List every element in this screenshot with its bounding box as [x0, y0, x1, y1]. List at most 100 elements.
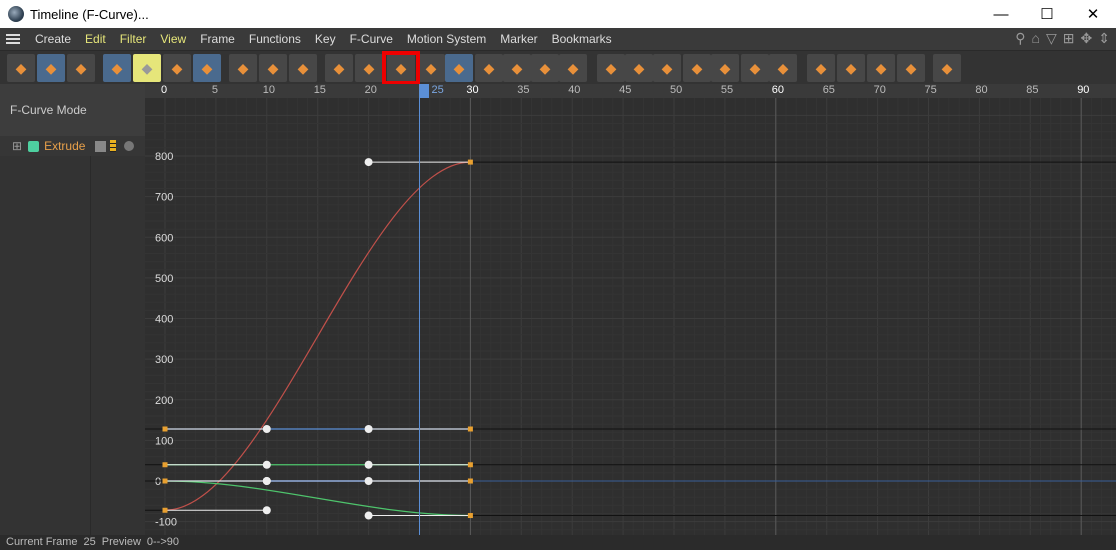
- lock-length-button[interactable]: ◆: [711, 54, 739, 82]
- atom-help-icon: ◆: [875, 59, 887, 76]
- menu-filter[interactable]: Filter: [119, 32, 147, 46]
- folder-key-link-button[interactable]: ◆: [193, 54, 221, 82]
- tangent-handle[interactable]: [262, 477, 271, 485]
- maximize-button[interactable]: ☐: [1040, 6, 1054, 23]
- ease-out-button[interactable]: ◆: [531, 54, 559, 82]
- ease-in-icon: ◆: [567, 59, 579, 76]
- add-icon[interactable]: ⊞: [1062, 30, 1075, 46]
- layer-bars-icon[interactable]: [110, 140, 116, 152]
- bracket-button[interactable]: ◆: [289, 54, 317, 82]
- filter-icon[interactable]: ▽: [1046, 30, 1057, 46]
- status-dot-icon[interactable]: [124, 141, 134, 151]
- bake-button[interactable]: ◆: [837, 54, 865, 82]
- value-tick-label: -100: [155, 517, 177, 529]
- fcurve-green[interactable]: [164, 480, 471, 517]
- search-icon[interactable]: ⚲: [1015, 30, 1026, 46]
- keyframe[interactable]: [162, 507, 168, 513]
- tangent-handle[interactable]: [262, 506, 271, 515]
- keyframe[interactable]: [467, 426, 473, 432]
- window-title: Timeline (F-Curve)...: [30, 6, 149, 22]
- auto-tangent-button[interactable]: ◆: [653, 54, 681, 82]
- key-mode-button[interactable]: ◆: [7, 54, 35, 82]
- menu-f-curve[interactable]: F-Curve: [349, 32, 393, 46]
- ease-interp-button[interactable]: ◆: [445, 54, 473, 82]
- ruler-tick-label: 45: [619, 84, 632, 96]
- keyframe[interactable]: [162, 478, 168, 484]
- lock-time-button[interactable]: ◆: [741, 54, 769, 82]
- playhead-marker[interactable]: [418, 84, 429, 98]
- spline-interp-button[interactable]: ◆: [387, 54, 415, 82]
- move-icon[interactable]: ✥: [1080, 30, 1093, 46]
- home-icon[interactable]: ⌂: [1031, 30, 1041, 46]
- motion-mode-button[interactable]: ◆: [67, 54, 95, 82]
- folder-key-button[interactable]: ◆: [163, 54, 191, 82]
- mode-label: F-Curve Mode: [0, 84, 145, 136]
- zero-length-button[interactable]: ◆: [625, 54, 653, 82]
- step-interp-button[interactable]: ◆: [417, 54, 445, 82]
- waveform-select-icon: ◆: [237, 59, 249, 76]
- ruler-tick-label: 5: [211, 84, 219, 96]
- select-keys-button[interactable]: ◆: [807, 54, 835, 82]
- solo-button[interactable]: ◆: [133, 54, 161, 82]
- lock-value-button[interactable]: ◆: [769, 54, 797, 82]
- auto-key-icon: ◆: [111, 59, 123, 76]
- current-frame-value: 25: [83, 536, 96, 548]
- ruler-tick-label: 85: [1026, 84, 1039, 96]
- ease-button[interactable]: ◆: [475, 54, 503, 82]
- expand-icon[interactable]: ⊞: [12, 139, 23, 153]
- keyframe[interactable]: [467, 159, 473, 165]
- menu-view[interactable]: View: [160, 32, 187, 46]
- keyframe[interactable]: [162, 462, 168, 468]
- keyframe[interactable]: [162, 426, 168, 432]
- layer-button[interactable]: ◆: [933, 54, 961, 82]
- menu-marker[interactable]: Marker: [500, 32, 538, 46]
- fcurve-red[interactable]: [164, 161, 471, 511]
- object-name[interactable]: Extrude: [44, 139, 86, 153]
- tangent-handle[interactable]: [364, 460, 373, 469]
- tangent-handle[interactable]: [364, 158, 373, 167]
- tangent-handle[interactable]: [364, 477, 373, 485]
- menu-key[interactable]: Key: [314, 32, 336, 46]
- waveform-button[interactable]: ◆: [259, 54, 287, 82]
- ruler-tick-label: 35: [517, 84, 530, 96]
- menu-frame[interactable]: Frame: [200, 32, 235, 46]
- close-button[interactable]: ✕: [1086, 6, 1100, 23]
- snapshot-icon: ◆: [905, 59, 917, 76]
- add-key-button[interactable]: ◆: [325, 54, 353, 82]
- fit-icon[interactable]: ⇕: [1098, 30, 1110, 46]
- select-keys-icon: ◆: [815, 59, 827, 76]
- time-ruler[interactable]: 0 5 10 15 20 25 30 35 40 45 50 55 60 65 70 75 80 85 90: [145, 84, 1116, 98]
- keyframe[interactable]: [467, 513, 473, 519]
- tangent-handle[interactable]: [364, 425, 373, 433]
- zero-angle-icon: ◆: [605, 59, 617, 76]
- keyframe[interactable]: [467, 478, 473, 484]
- tangent-handle[interactable]: [262, 460, 271, 469]
- ruler-tick-label: 0: [161, 84, 168, 96]
- lock-value-icon: ◆: [777, 59, 789, 76]
- key-mode-icon: ◆: [15, 59, 27, 76]
- menu-create[interactable]: Create: [35, 32, 72, 46]
- menu-edit[interactable]: Edit: [85, 32, 106, 46]
- add-keys-button[interactable]: ◆: [355, 54, 383, 82]
- tangent-handle[interactable]: [364, 511, 373, 520]
- zero-angle-button[interactable]: ◆: [597, 54, 625, 82]
- hamburger-menu-icon[interactable]: [6, 34, 20, 44]
- menu-bookmarks[interactable]: Bookmarks: [551, 32, 612, 46]
- ease-in-out-button[interactable]: ◆: [503, 54, 531, 82]
- pen-icon[interactable]: [95, 140, 106, 152]
- lock-angle-button[interactable]: ◆: [683, 54, 711, 82]
- fcurve-mode-button[interactable]: ◆: [37, 54, 65, 82]
- menu-functions[interactable]: Functions: [248, 32, 301, 46]
- menu-motion-system[interactable]: Motion System: [406, 32, 487, 46]
- minimize-button[interactable]: —: [993, 5, 1009, 23]
- ease-in-button[interactable]: ◆: [559, 54, 587, 82]
- waveform-select-button[interactable]: ◆: [229, 54, 257, 82]
- ruler-tick-label: 30: [466, 84, 479, 96]
- atom-help-button[interactable]: ◆: [867, 54, 895, 82]
- object-row[interactable]: ⊞ Extrude: [0, 136, 145, 156]
- auto-key-button[interactable]: ◆: [103, 54, 131, 82]
- tangent-handle[interactable]: [262, 425, 271, 433]
- snapshot-button[interactable]: ◆: [897, 54, 925, 82]
- keyframe[interactable]: [467, 462, 473, 468]
